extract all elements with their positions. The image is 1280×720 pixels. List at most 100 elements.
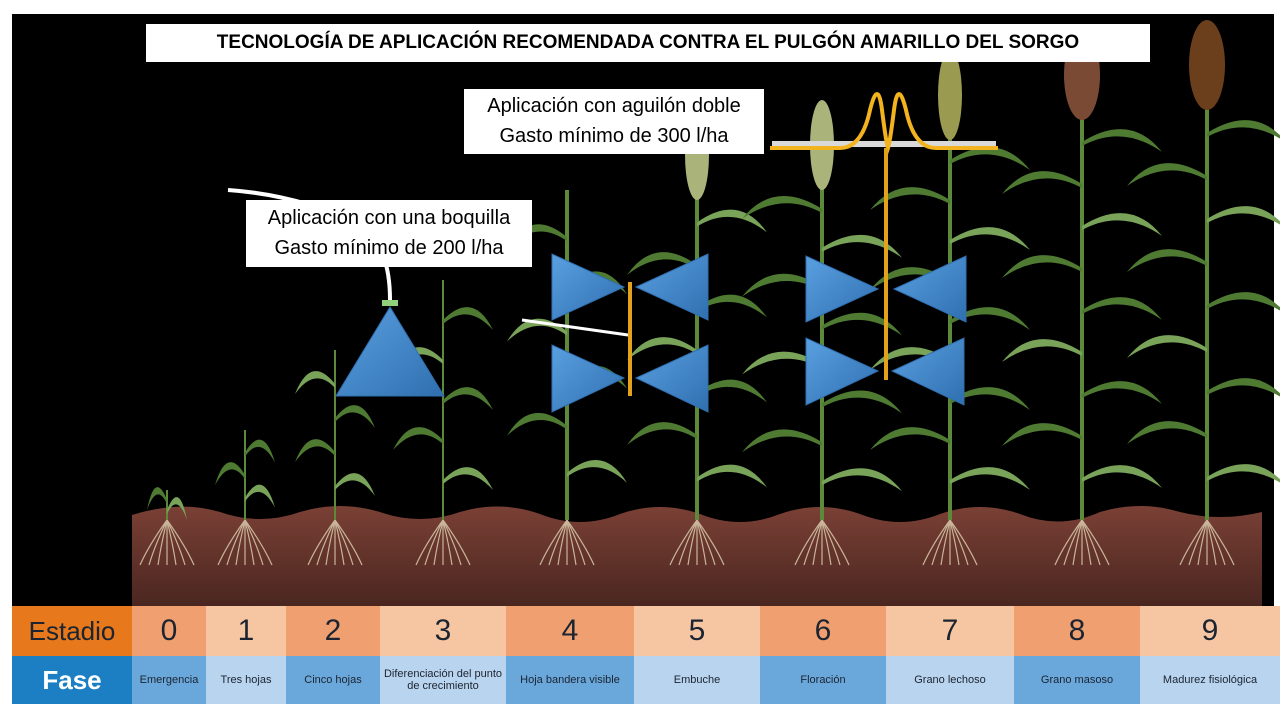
panicle <box>938 50 962 140</box>
leaf <box>742 196 822 219</box>
phase-label-7: Grano lechoso <box>886 656 1014 704</box>
root <box>166 519 195 566</box>
leaf <box>870 347 950 370</box>
root <box>931 519 951 566</box>
stage-row-header: Estadio <box>12 606 132 656</box>
leaf <box>950 307 1030 330</box>
leaf <box>1082 465 1162 488</box>
leaf <box>742 351 822 375</box>
leaf <box>1207 206 1280 225</box>
diagram-title: TECNOLOGÍA DE APLICACIÓN RECOMENDADA CON… <box>146 24 1150 62</box>
root <box>217 519 246 566</box>
phase-label-2: Cinco hojas <box>286 656 380 704</box>
leaf <box>822 312 902 336</box>
single-nozzle-tip <box>382 300 398 306</box>
root <box>415 519 444 566</box>
leaf <box>443 307 493 330</box>
root <box>442 519 453 566</box>
leaf <box>950 227 1030 250</box>
root <box>949 519 969 566</box>
leaf <box>1002 339 1082 362</box>
leaf <box>245 439 275 463</box>
leaf <box>742 429 822 453</box>
root <box>566 519 586 566</box>
root <box>548 519 568 566</box>
spray-cone-right-upper-a <box>805 255 880 323</box>
stage-number-7: 7 <box>886 606 1014 656</box>
root <box>442 519 471 566</box>
phase-label-5: Embuche <box>634 656 760 704</box>
leaf <box>507 412 567 436</box>
leaf <box>697 294 767 318</box>
panicle <box>1189 20 1225 110</box>
root <box>157 519 168 566</box>
root <box>696 519 716 566</box>
leaf <box>697 464 767 488</box>
root <box>334 519 363 566</box>
leaf <box>1082 213 1162 236</box>
stage-number-1: 1 <box>206 606 286 656</box>
plant-stage-6 <box>742 100 902 566</box>
phase-label-8: Grano masoso <box>1014 656 1140 704</box>
phase-label-4: Hoja bandera visible <box>506 656 634 704</box>
root <box>1206 519 1217 566</box>
leaf <box>1002 255 1082 278</box>
spray-distribution-curve <box>770 92 998 155</box>
spray-cone-right-upper-b <box>892 255 967 323</box>
root <box>1179 519 1208 566</box>
root <box>433 519 444 566</box>
root <box>226 519 246 566</box>
spray-cone-left-lower-a <box>551 344 626 413</box>
root <box>1054 519 1083 566</box>
leaf <box>627 337 697 360</box>
root <box>557 519 568 566</box>
leaf <box>167 497 187 520</box>
leaf <box>443 387 493 410</box>
leaf <box>567 460 627 483</box>
phase-label-9: Madurez fisiológica <box>1140 656 1280 704</box>
leaf <box>1207 292 1280 311</box>
root <box>922 519 951 566</box>
phase-row: Fase Emergencia Tres hojas Cinco hojas Dife… <box>12 656 1280 704</box>
stage-number-3: 3 <box>380 606 506 656</box>
leaf <box>295 371 335 394</box>
single-nozzle-spray <box>335 306 445 397</box>
root <box>696 519 725 566</box>
leaf <box>870 187 950 210</box>
root <box>1081 519 1092 566</box>
stage-number-6: 6 <box>760 606 886 656</box>
stage-number-0: 0 <box>132 606 206 656</box>
leaf <box>1127 335 1207 358</box>
root <box>696 519 707 566</box>
root <box>334 519 345 566</box>
sorghum-plants <box>139 20 1280 566</box>
root <box>1206 519 1226 566</box>
root <box>949 519 960 566</box>
leaf <box>950 147 1030 170</box>
plant-stage-5 <box>627 110 767 566</box>
leaf <box>245 484 275 508</box>
root <box>244 519 255 566</box>
leaf <box>950 387 1030 410</box>
root <box>566 519 577 566</box>
phase-label-3: Diferenciación del punto de crecimiento <box>380 656 506 704</box>
root <box>1081 519 1101 566</box>
leaf <box>215 462 245 485</box>
leaf <box>742 273 822 297</box>
root <box>940 519 951 566</box>
spray-cone-left-upper-a <box>551 253 626 321</box>
plant-stage-8 <box>1002 30 1162 566</box>
leaf <box>1207 464 1280 483</box>
leaf <box>335 405 375 428</box>
leaf <box>1127 421 1207 444</box>
root <box>166 519 177 566</box>
root <box>803 519 823 566</box>
root <box>244 519 273 566</box>
stage-number-4: 4 <box>506 606 634 656</box>
leaf <box>627 422 697 445</box>
stage-number-8: 8 <box>1014 606 1140 656</box>
leaf <box>393 427 443 450</box>
